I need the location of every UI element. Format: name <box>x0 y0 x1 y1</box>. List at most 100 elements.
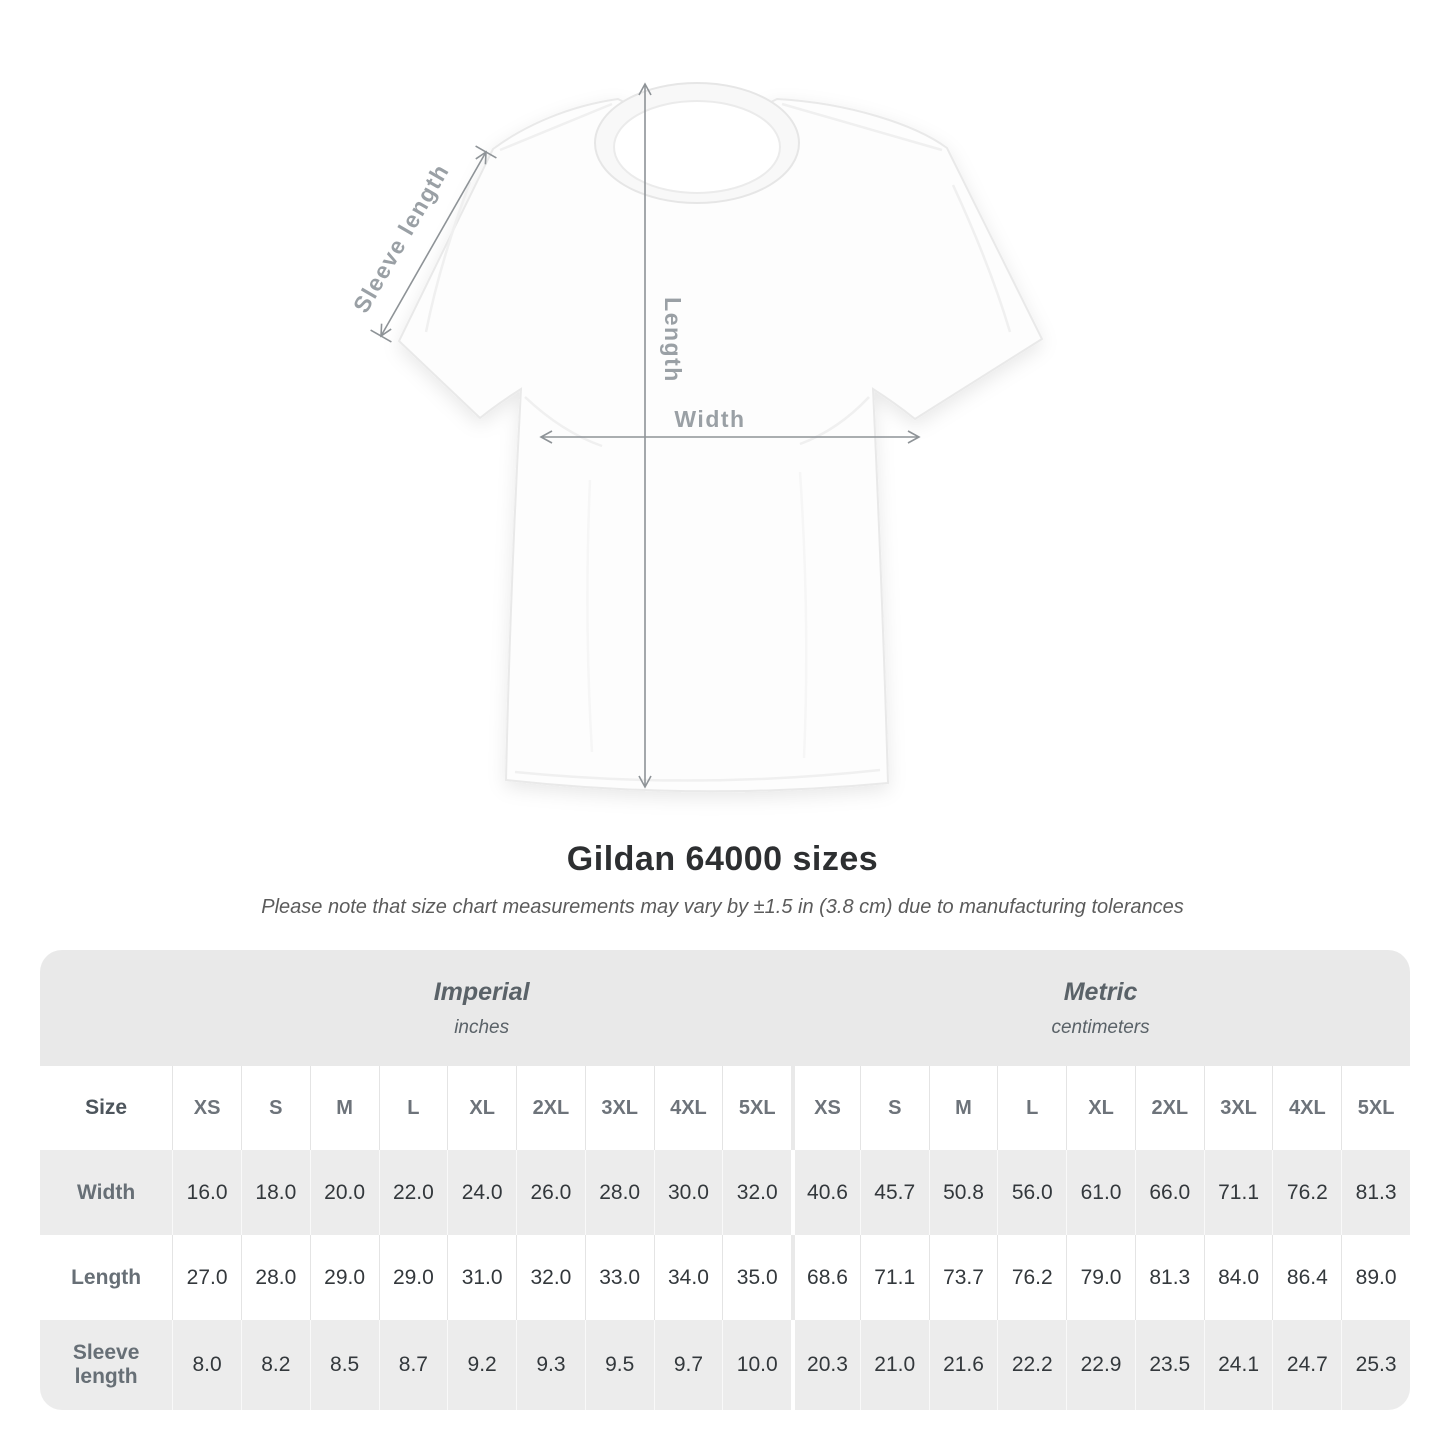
size-table-grid: Imperial inches Metric centimeters Size … <box>40 950 1410 1410</box>
length-row: Length 27.0 28.0 29.0 29.0 31.0 32.0 33.… <box>40 1235 1410 1320</box>
value-cell: 73.7 <box>928 1235 998 1320</box>
header-corner <box>40 950 173 1066</box>
value-cell: 8.7 <box>378 1320 448 1410</box>
value-cell: 35.0 <box>722 1235 792 1320</box>
value-cell: 28.0 <box>584 1150 654 1235</box>
value-cell: 76.2 <box>1272 1150 1342 1235</box>
unit-header-row: Imperial inches Metric centimeters <box>40 950 1410 1066</box>
row-label: Width <box>40 1150 173 1235</box>
value-cell: 29.0 <box>309 1235 379 1320</box>
size-header-cell: 2XL <box>516 1066 585 1150</box>
size-header-cell: 3XL <box>1203 1066 1273 1150</box>
size-header-cell: XS <box>172 1066 241 1150</box>
value-cell: 89.0 <box>1341 1235 1410 1320</box>
value-cell: 25.3 <box>1341 1320 1410 1410</box>
size-header-cell: XS <box>791 1066 860 1150</box>
value-cell: 86.4 <box>1272 1235 1342 1320</box>
size-header-row: Size XS S M L XL 2XL 3XL 4XL 5XL XS S M … <box>40 1066 1410 1150</box>
value-cell: 23.5 <box>1134 1320 1204 1410</box>
value-cell: 33.0 <box>584 1235 654 1320</box>
size-header-cell: 2XL <box>1134 1066 1204 1150</box>
value-cell: 16.0 <box>172 1150 241 1235</box>
page-title: Gildan 64000 sizes <box>566 840 879 878</box>
value-cell: 24.0 <box>447 1150 517 1235</box>
value-cell: 24.1 <box>1203 1320 1273 1410</box>
imperial-group-header: Imperial inches <box>172 950 792 1066</box>
value-cell: 20.0 <box>309 1150 379 1235</box>
value-cell: 68.6 <box>791 1235 860 1320</box>
value-cell: 30.0 <box>653 1150 723 1235</box>
value-cell: 21.0 <box>859 1320 929 1410</box>
value-cell: 61.0 <box>1066 1150 1135 1235</box>
imperial-unit: inches <box>454 1016 510 1038</box>
size-header-cell: S <box>859 1066 929 1150</box>
imperial-label: Imperial <box>433 977 530 1006</box>
value-cell: 10.0 <box>722 1320 792 1410</box>
value-cell: 32.0 <box>722 1150 792 1235</box>
value-cell: 8.2 <box>240 1320 310 1410</box>
value-cell: 29.0 <box>378 1235 448 1320</box>
value-cell: 21.6 <box>928 1320 998 1410</box>
value-cell: 26.0 <box>516 1150 585 1235</box>
value-cell: 34.0 <box>653 1235 723 1320</box>
length-label: Length <box>660 297 686 383</box>
value-cell: 9.2 <box>447 1320 517 1410</box>
value-cell: 56.0 <box>997 1150 1067 1235</box>
size-header-cell: L <box>378 1066 448 1150</box>
size-row-label: Size <box>40 1066 173 1150</box>
size-header-cell: 3XL <box>584 1066 654 1150</box>
length-dimension <box>638 82 652 789</box>
size-header-cell: XL <box>1066 1066 1135 1150</box>
tolerance-note: Please note that size chart measurements… <box>261 896 1184 918</box>
value-cell: 71.1 <box>859 1235 929 1320</box>
size-table: Imperial inches Metric centimeters Size … <box>40 950 1410 1410</box>
sleeve-length-row: Sleeve length 8.0 8.2 8.5 8.7 9.2 9.3 9.… <box>40 1320 1410 1410</box>
row-label: Length <box>40 1235 173 1320</box>
row-label: Sleeve length <box>40 1320 173 1410</box>
size-header-cell: L <box>997 1066 1067 1150</box>
value-cell: 50.8 <box>928 1150 998 1235</box>
value-cell: 71.1 <box>1203 1150 1273 1235</box>
value-cell: 22.0 <box>378 1150 448 1235</box>
size-header-cell: M <box>928 1066 998 1150</box>
value-cell: 18.0 <box>240 1150 310 1235</box>
width-label: Width <box>674 406 745 432</box>
value-cell: 81.3 <box>1341 1150 1410 1235</box>
size-header-cell: 5XL <box>722 1066 792 1150</box>
value-cell: 32.0 <box>516 1235 585 1320</box>
value-cell: 66.0 <box>1134 1150 1204 1235</box>
value-cell: 24.7 <box>1272 1320 1342 1410</box>
value-cell: 76.2 <box>997 1235 1067 1320</box>
value-cell: 84.0 <box>1203 1235 1273 1320</box>
value-cell: 20.3 <box>791 1320 860 1410</box>
value-cell: 9.7 <box>653 1320 723 1410</box>
metric-label: Metric <box>1063 977 1138 1006</box>
width-dimension <box>539 430 921 444</box>
value-cell: 79.0 <box>1066 1235 1135 1320</box>
size-header-cell: M <box>309 1066 379 1150</box>
tshirt-measurement-diagram: Sleeve length Length Width <box>348 82 1044 793</box>
value-cell: 45.7 <box>859 1150 929 1235</box>
value-cell: 31.0 <box>447 1235 517 1320</box>
value-cell: 8.5 <box>309 1320 379 1410</box>
tshirt-image <box>397 82 1044 793</box>
size-header-cell: 4XL <box>653 1066 723 1150</box>
width-row: Width 16.0 18.0 20.0 22.0 24.0 26.0 28.0… <box>40 1150 1410 1235</box>
value-cell: 9.3 <box>516 1320 585 1410</box>
value-cell: 40.6 <box>791 1150 860 1235</box>
value-cell: 22.2 <box>997 1320 1067 1410</box>
size-header-cell: 4XL <box>1272 1066 1342 1150</box>
value-cell: 81.3 <box>1134 1235 1204 1320</box>
size-header-cell: S <box>240 1066 310 1150</box>
value-cell: 9.5 <box>584 1320 654 1410</box>
value-cell: 8.0 <box>172 1320 241 1410</box>
metric-unit: centimeters <box>1051 1016 1150 1038</box>
value-cell: 27.0 <box>172 1235 241 1320</box>
size-header-cell: XL <box>447 1066 517 1150</box>
value-cell: 22.9 <box>1066 1320 1135 1410</box>
size-header-cell: 5XL <box>1341 1066 1410 1150</box>
metric-group-header: Metric centimeters <box>791 950 1410 1066</box>
sleeve-length-dimension <box>370 145 497 343</box>
value-cell: 28.0 <box>240 1235 310 1320</box>
